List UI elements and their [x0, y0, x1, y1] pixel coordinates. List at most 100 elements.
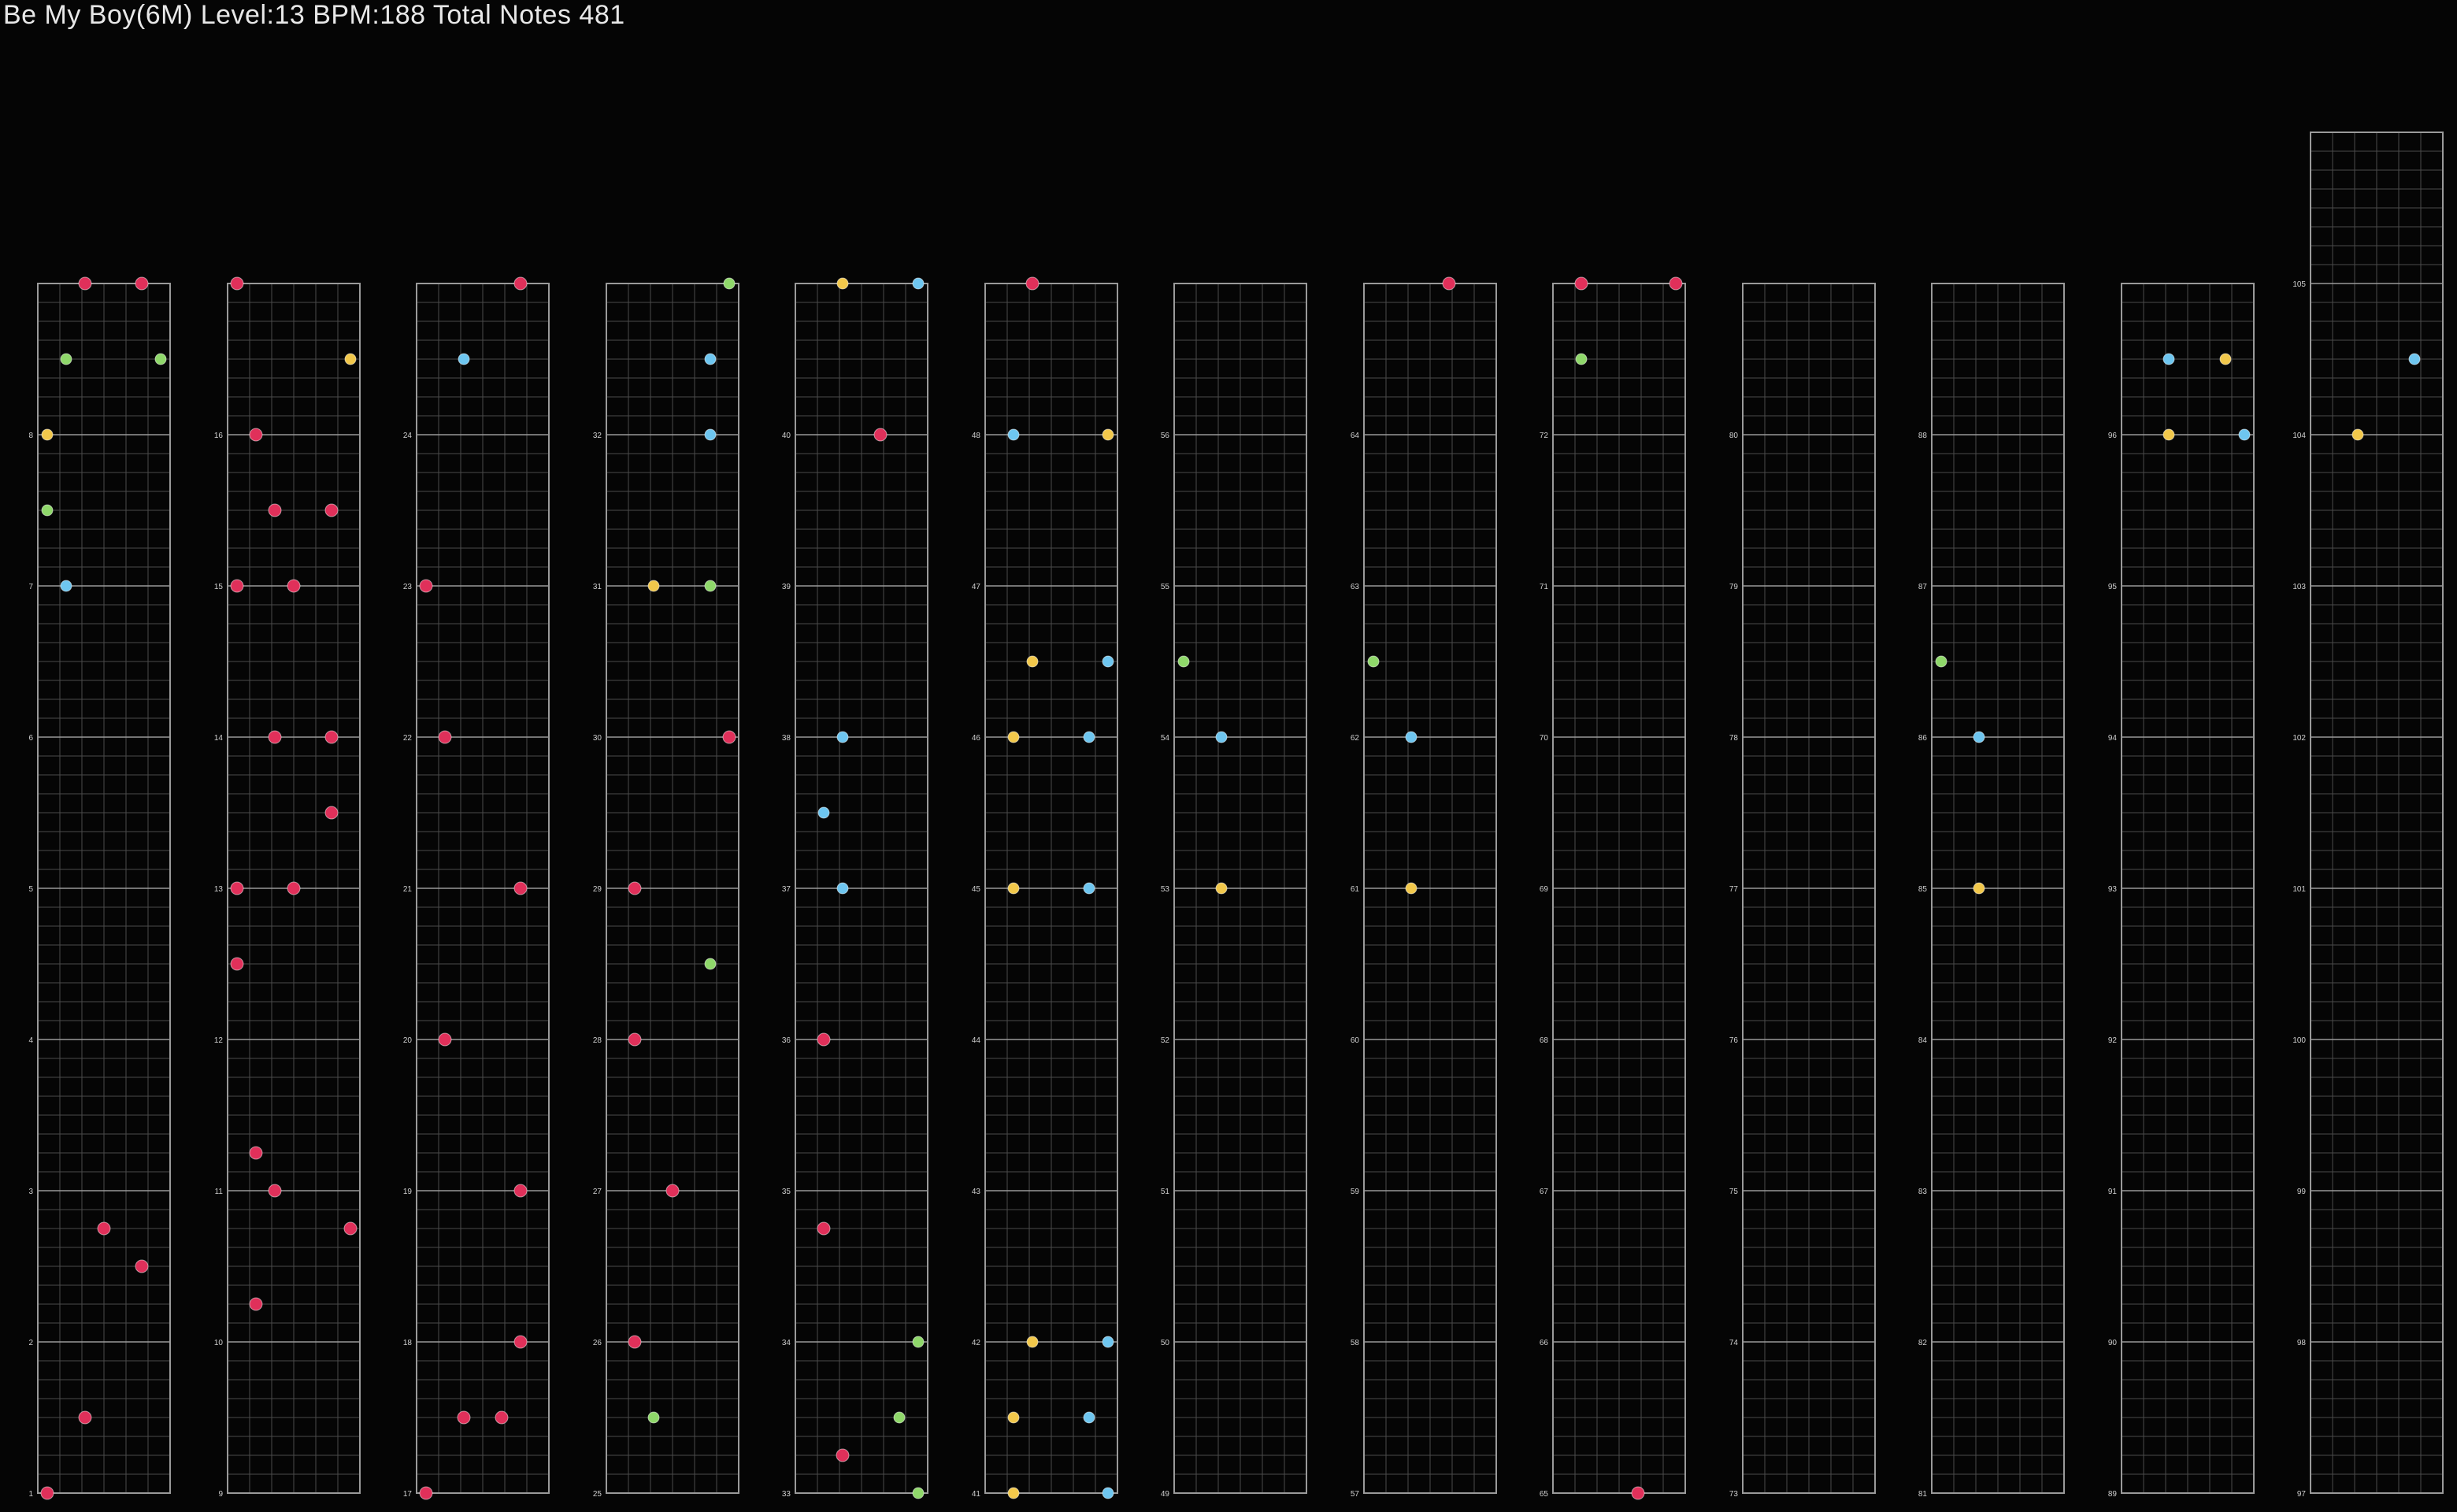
measure-number: 101 — [2292, 885, 2306, 894]
column-frame — [984, 283, 1118, 1494]
note-red — [324, 806, 339, 820]
measure-number: 94 — [2108, 734, 2118, 743]
measure-number: 96 — [2108, 432, 2118, 440]
note-blue — [2238, 428, 2251, 441]
measure-number: 78 — [1729, 734, 1739, 743]
note-yellow — [836, 277, 849, 290]
measure-number: 74 — [1729, 1339, 1739, 1347]
measure-number: 20 — [403, 1036, 413, 1045]
column-frame — [227, 283, 361, 1494]
note-yellow — [1215, 882, 1228, 895]
measure-number: 16 — [214, 432, 224, 440]
measure-number: 17 — [403, 1490, 413, 1499]
measure-number: 52 — [1161, 1036, 1170, 1045]
measure-number: 55 — [1161, 583, 1170, 591]
note-green — [912, 1336, 925, 1348]
note-red — [1574, 276, 1588, 291]
note-red — [495, 1410, 509, 1425]
measure-number: 91 — [2108, 1188, 2118, 1196]
note-yellow — [1405, 882, 1418, 895]
note-blue — [1083, 1411, 1095, 1424]
measure-number: 56 — [1161, 432, 1170, 440]
note-red — [268, 503, 282, 517]
measure-number: 105 — [2292, 280, 2306, 289]
measure-number: 103 — [2292, 583, 2306, 591]
note-green — [704, 958, 717, 970]
measure-number: 1 — [28, 1490, 33, 1499]
measure-number: 13 — [214, 885, 224, 894]
note-red — [230, 881, 244, 895]
measure-number: 86 — [1918, 734, 1928, 743]
measure-number: 63 — [1351, 583, 1360, 591]
note-blue — [1007, 428, 1020, 441]
note-red — [324, 503, 339, 517]
note-blue — [1102, 1487, 1114, 1499]
note-red — [230, 579, 244, 593]
measure-number: 32 — [593, 432, 602, 440]
note-green — [647, 1411, 660, 1424]
measure-number: 53 — [1161, 885, 1170, 894]
note-red — [268, 1184, 282, 1198]
measure-number: 71 — [1540, 583, 1549, 591]
note-red — [419, 579, 433, 593]
measure-number: 14 — [214, 734, 224, 743]
measure-number: 80 — [1729, 432, 1739, 440]
measure-number: 22 — [403, 734, 413, 743]
measure-number: 102 — [2292, 734, 2306, 743]
note-blue — [836, 882, 849, 895]
measure-number: 39 — [782, 583, 791, 591]
note-blue — [1102, 1336, 1114, 1348]
measure-number: 65 — [1540, 1490, 1549, 1499]
measure-number: 8 — [28, 432, 33, 440]
note-green — [1575, 353, 1588, 365]
note-red — [287, 579, 301, 593]
measure-number: 73 — [1729, 1490, 1739, 1499]
note-yellow — [1102, 428, 1114, 441]
measure-number: 19 — [403, 1188, 413, 1196]
measure-number: 24 — [403, 432, 413, 440]
note-red — [324, 730, 339, 744]
note-yellow — [2219, 353, 2232, 365]
measure-number: 28 — [593, 1036, 602, 1045]
column-frame — [2121, 283, 2255, 1494]
measure-number: 100 — [2292, 1036, 2306, 1045]
measure-number: 15 — [214, 583, 224, 591]
measure-number: 89 — [2108, 1490, 2118, 1499]
column-frame — [606, 283, 739, 1494]
note-blue — [2162, 353, 2175, 365]
note-green — [60, 353, 72, 365]
note-green — [723, 277, 736, 290]
note-red — [513, 881, 528, 895]
column-frame — [416, 283, 550, 1494]
measure-number: 35 — [782, 1188, 791, 1196]
measure-number: 66 — [1540, 1339, 1549, 1347]
note-red — [1025, 276, 1040, 291]
measure-number: 67 — [1540, 1188, 1549, 1196]
note-red — [628, 1032, 642, 1047]
measure-number: 57 — [1351, 1490, 1360, 1499]
measure-number: 97 — [2297, 1490, 2307, 1499]
note-yellow — [1973, 882, 1985, 895]
note-blue — [704, 353, 717, 365]
measure-number: 85 — [1918, 885, 1928, 894]
note-red — [513, 1184, 528, 1198]
column-frame — [795, 283, 928, 1494]
note-blue — [836, 731, 849, 743]
note-red — [230, 276, 244, 291]
column-frame — [1742, 283, 1876, 1494]
measure-number: 21 — [403, 885, 413, 894]
measure-number: 60 — [1351, 1036, 1360, 1045]
measure-number: 47 — [972, 583, 981, 591]
note-red — [438, 730, 452, 744]
measure-number: 104 — [2292, 432, 2306, 440]
measure-number: 93 — [2108, 885, 2118, 894]
measure-number: 88 — [1918, 432, 1928, 440]
measure-number: 79 — [1729, 583, 1739, 591]
note-red — [513, 276, 528, 291]
chart-title: Be My Boy(6M) Level:13 BPM:188 Total Not… — [3, 0, 625, 30]
measure-number: 77 — [1729, 885, 1739, 894]
measure-number: 83 — [1918, 1188, 1928, 1196]
measure-number: 6 — [28, 734, 33, 743]
measure-number: 72 — [1540, 432, 1549, 440]
